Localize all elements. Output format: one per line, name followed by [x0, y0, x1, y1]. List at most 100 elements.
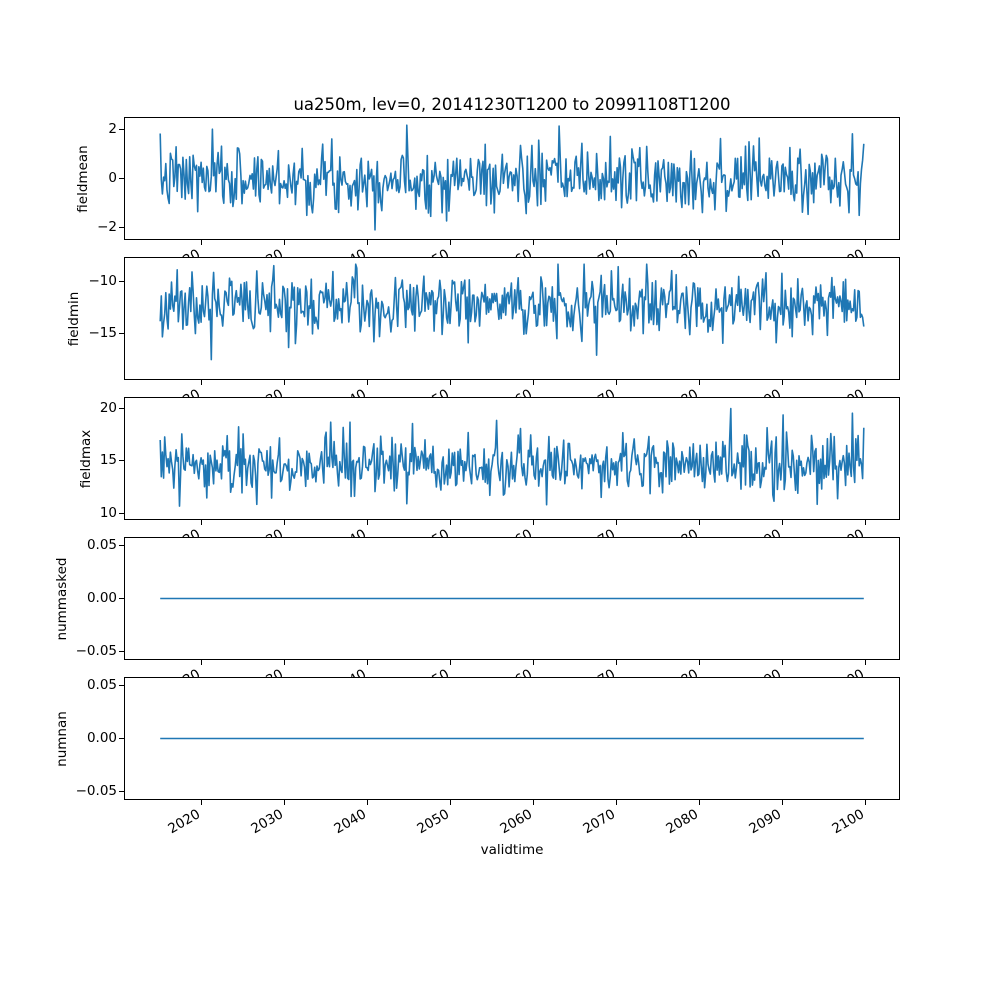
y-axis-label-fieldmin: fieldmin [66, 291, 82, 346]
fieldmax-line-plot [159, 407, 865, 507]
y-tick-mark [119, 685, 124, 687]
x-tick-mark [367, 520, 369, 525]
x-tick-mark [284, 660, 286, 665]
x-tick-mark [532, 240, 534, 245]
x-tick-mark [615, 380, 617, 385]
y-axis-label-fieldmean: fieldmean [75, 144, 91, 213]
y-tick-mark [119, 227, 124, 229]
subplot-fieldmean: fieldmean 20−220202030204020502060207020… [75, 117, 900, 277]
x-tick-mark [449, 520, 451, 525]
x-tick-mark [532, 520, 534, 525]
x-tick-mark [615, 520, 617, 525]
x-tick-mark [781, 380, 783, 385]
x-tick-mark [615, 240, 617, 245]
y-tick-label: 0.00 [86, 730, 117, 746]
x-tick-mark [201, 240, 203, 245]
subplot-fieldmin: fieldmin −10−152020203020402050206020702… [66, 257, 900, 417]
x-tick-mark [781, 520, 783, 525]
x-tick-mark [284, 520, 286, 525]
y-tick-label: 10 [99, 505, 117, 522]
y-tick-mark [119, 178, 124, 179]
y-tick-label: 0 [108, 170, 117, 186]
x-tick-mark [449, 240, 451, 245]
y-tick-label: −0.05 [75, 642, 117, 659]
y-tick-label: 0.00 [86, 590, 117, 606]
y-tick-mark [119, 460, 124, 462]
nummasked-line-plot [160, 597, 864, 600]
x-tick-label: 2100 [829, 806, 867, 838]
y-tick-mark [119, 513, 124, 515]
x-tick-label: 2030 [248, 806, 287, 838]
x-tick-mark [864, 660, 866, 665]
x-tick-mark [201, 660, 203, 665]
y-tick-label: −10 [88, 273, 118, 290]
x-tick-mark [781, 240, 783, 245]
x-tick-mark [449, 660, 451, 665]
subplot-numnan: numnan 0.05 0.00 −0.05 2020 2030 2040 2050 2060… [54, 677, 900, 837]
x-tick-mark [201, 800, 203, 805]
x-tick-mark [367, 660, 369, 665]
y-tick-mark [119, 598, 124, 599]
x-tick-label: 2040 [331, 806, 370, 838]
y-tick-label: −15 [88, 325, 118, 342]
subplot-nummasked: nummasked 0.050.00−0.0520202030204020502… [54, 537, 900, 697]
y-tick-label: 0.05 [86, 677, 117, 694]
x-tick-label: 2070 [580, 806, 619, 838]
y-tick-mark [119, 545, 124, 547]
x-tick-mark [201, 380, 203, 385]
y-tick-mark [119, 333, 124, 335]
y-axis-label-numnan: numnan [54, 710, 70, 767]
fieldmax-line [159, 407, 865, 507]
x-tick-mark [698, 380, 700, 385]
x-tick-mark [284, 800, 286, 805]
y-tick-mark [119, 407, 124, 409]
chart-title: ua250m, lev=0, 20141230T1200 to 20991108… [293, 95, 731, 114]
y-tick-label: 20 [99, 399, 117, 416]
x-tick-mark [864, 240, 866, 245]
y-tick-label: −0.05 [75, 782, 117, 799]
y-tick-mark [119, 790, 124, 792]
y-tick-mark [119, 281, 124, 283]
x-tick-label: 2020 [165, 806, 204, 838]
subplot-fieldmax: fieldmax 2015102020203020402050206020702… [78, 397, 900, 557]
y-tick-mark [119, 128, 124, 130]
x-tick-mark [532, 380, 534, 385]
x-tick-mark [532, 660, 534, 665]
x-tick-mark [864, 520, 866, 525]
y-tick-label: 0.05 [86, 537, 117, 554]
x-tick-label: 2050 [414, 806, 453, 838]
x-tick-mark [615, 800, 617, 805]
x-tick-mark [698, 240, 700, 245]
y-axis-label-nummasked: nummasked [54, 557, 70, 640]
y-tick-mark [119, 650, 124, 652]
x-tick-label: 2080 [663, 806, 701, 838]
y-axis-label-fieldmax: fieldmax [78, 429, 94, 488]
fieldmean-line [159, 124, 865, 231]
x-tick-mark [781, 800, 783, 805]
x-axis-label: validtime [480, 842, 544, 858]
fieldmean-line-plot [159, 124, 865, 231]
y-tick-mark [119, 738, 124, 739]
x-tick-mark [201, 520, 203, 525]
x-tick-mark [615, 660, 617, 665]
fieldmin-line-plot [159, 263, 865, 361]
x-tick-mark [781, 660, 783, 665]
y-tick-label: 15 [99, 452, 117, 469]
x-tick-mark [367, 380, 369, 385]
numnan-line-plot [160, 737, 864, 740]
fieldmin-line [159, 263, 865, 361]
x-tick-mark [864, 800, 866, 805]
x-tick-mark [449, 380, 451, 385]
x-tick-mark [698, 660, 700, 665]
x-tick-mark [284, 240, 286, 245]
x-tick-label: 2090 [746, 806, 784, 838]
x-tick-mark [532, 800, 534, 805]
x-tick-mark [864, 380, 866, 385]
y-tick-label: 2 [108, 120, 117, 137]
x-tick-mark [367, 240, 369, 245]
x-tick-mark [284, 380, 286, 385]
x-tick-mark [698, 800, 700, 805]
x-tick-mark [367, 800, 369, 805]
x-tick-mark [698, 520, 700, 525]
